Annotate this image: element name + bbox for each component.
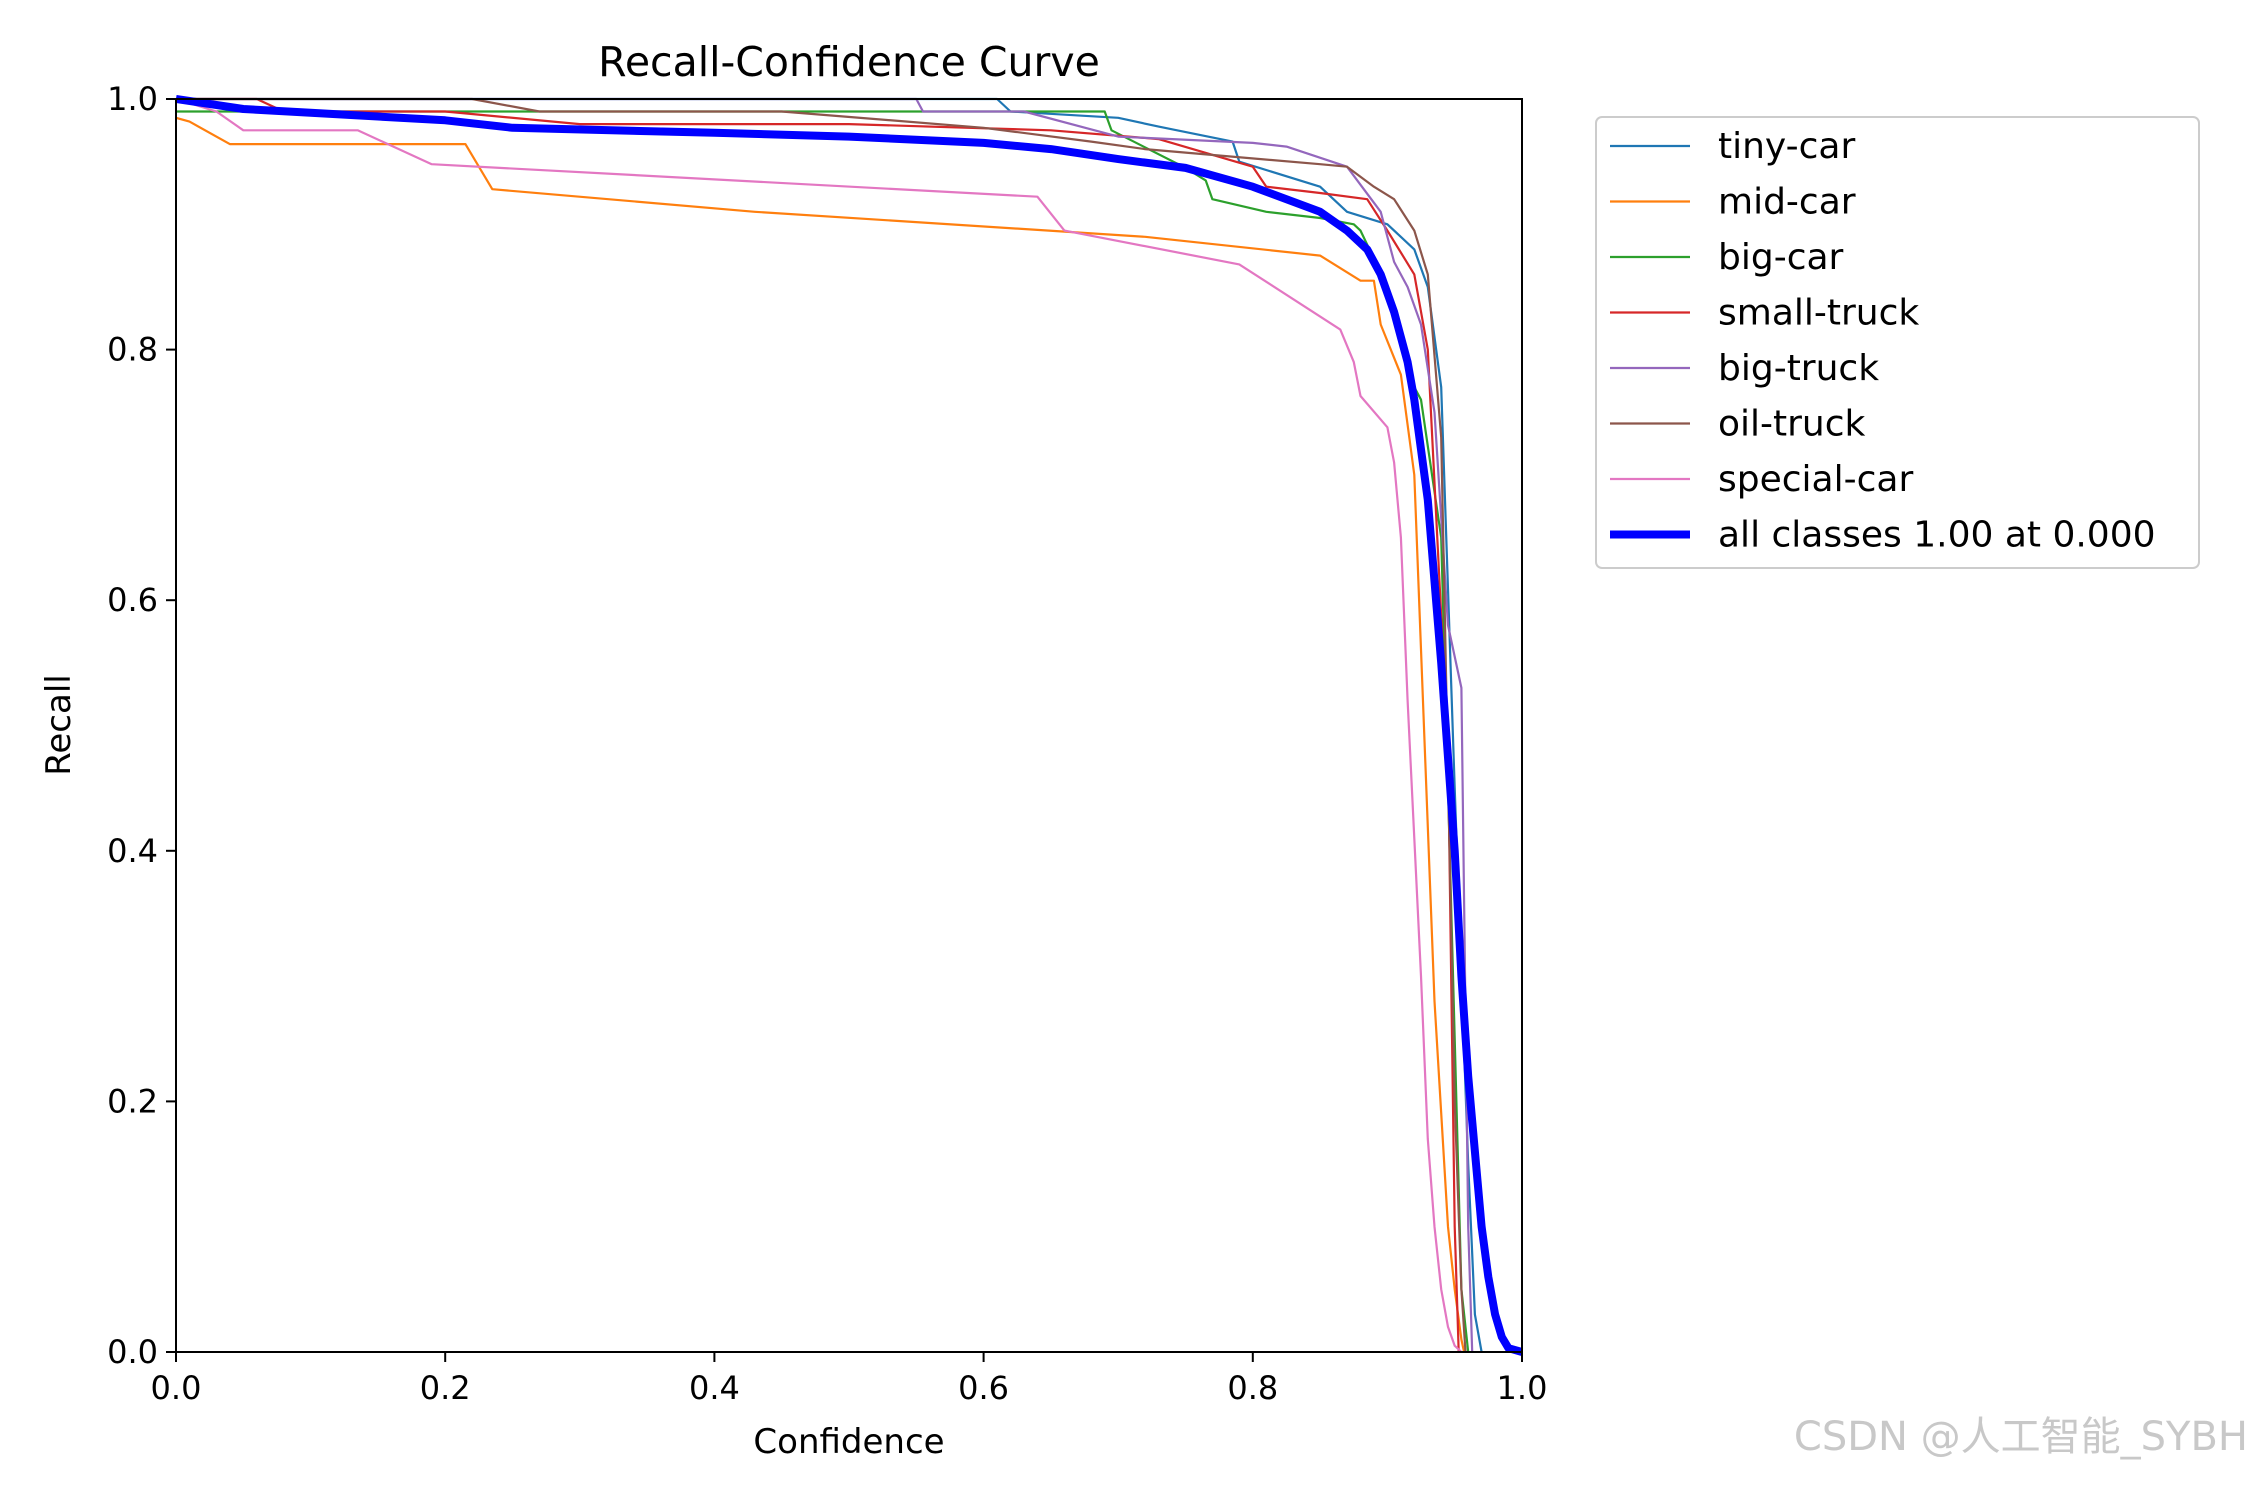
plot-frame [175,98,1523,1353]
x-tick-label: 0.2 [420,1369,471,1407]
chart-title: Recall-Confidence Curve [598,38,1100,86]
legend-label-all: all classes 1.00 at 0.000 [1718,515,2156,556]
x-axis-label: Confidence [753,1422,944,1462]
series-line-small-truck [176,97,1460,1353]
x-tick-label: 1.0 [1497,1369,1548,1407]
legend: tiny-car mid-car big-car small-truck big-tru… [1595,116,2200,569]
legend-label-mid-car: mid-car [1718,182,1856,223]
x-tick-label: 0.8 [1227,1369,1278,1407]
series-line-tiny-car [176,97,1483,1353]
legend-box [1595,116,2200,569]
series-line-oil-truck [176,97,1467,1353]
series-line-big-car [176,110,1470,1353]
series-line-all [176,95,1524,1356]
legend-label-big-truck: big-truck [1718,348,1879,389]
y-tick-label: 0.8 [107,331,158,369]
legend-label-tiny-car: tiny-car [1718,126,1855,167]
series-line-mid-car [176,116,1466,1353]
legend-label-small-truck: small-truck [1718,293,1919,334]
x-axis: 0.0 0.2 0.4 0.6 0.8 1.0 [151,1352,1548,1407]
x-tick-label: 0.4 [689,1369,740,1407]
legend-label-oil-truck: oil-truck [1718,404,1866,445]
y-tick-label: 0.4 [107,832,158,870]
y-tick-label: 0.0 [107,1333,158,1371]
y-tick-label: 0.2 [107,1082,158,1120]
legend-label-special-car: special-car [1718,459,1913,500]
series-line-special-car [176,97,1463,1353]
plot-lines [176,95,1524,1356]
y-axis: 0.0 0.2 0.4 0.6 0.8 1.0 [107,80,176,1371]
y-axis-label: Recall [39,674,79,775]
series-line-big-truck [176,97,1474,1353]
y-tick-label: 1.0 [107,80,158,118]
watermark: CSDN @人工智能_SYBH [1793,1414,2248,1460]
legend-label-big-car: big-car [1718,237,1844,278]
y-tick-label: 0.6 [107,581,158,619]
x-tick-label: 0.0 [151,1369,202,1407]
x-tick-label: 0.6 [958,1369,1009,1407]
